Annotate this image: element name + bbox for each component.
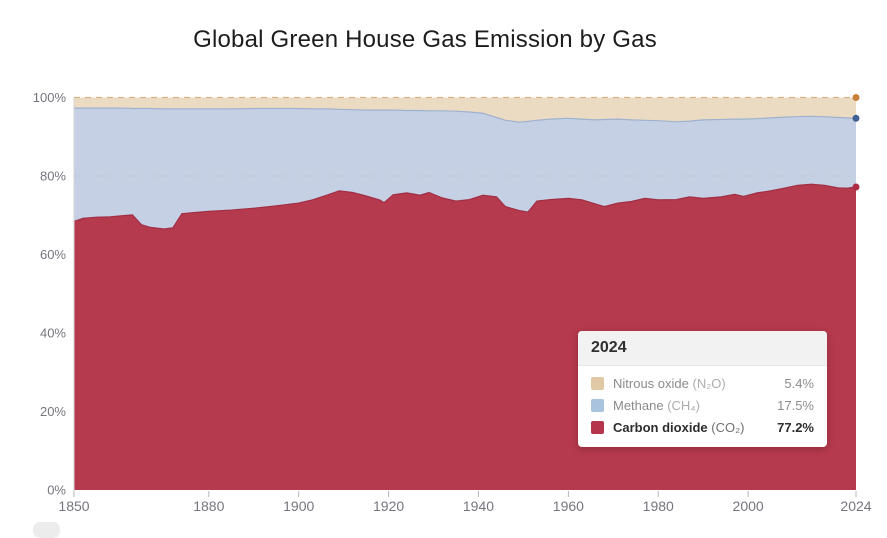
tooltip-year: 2024 (578, 331, 827, 366)
timeline-control-partial[interactable] (33, 522, 60, 538)
y-axis-tick-label: 80% (40, 169, 66, 184)
nitrous-oxide-label: Nitrous oxide (N₂O) (613, 376, 726, 391)
carbon-dioxide-endpoint-dot (852, 183, 860, 191)
y-axis-tick-label: 0% (47, 483, 66, 498)
nitrous-oxide-endpoint-dot (852, 94, 860, 101)
chart-title: Global Green House Gas Emission by Gas (193, 26, 657, 53)
methane-swatch-icon (591, 399, 604, 412)
y-axis-tick-label: 40% (40, 326, 66, 341)
y-axis-tick-label: 60% (40, 247, 66, 262)
tooltip-body: Nitrous oxide (N₂O) 5.4% Methane (CH₄) 1… (578, 366, 827, 447)
x-axis-tick-label: 2000 (733, 498, 764, 514)
area-nitrous-oxide[interactable] (74, 97, 856, 123)
area-methane[interactable] (74, 108, 856, 229)
hover-tooltip: 2024 Nitrous oxide (N₂O) 5.4% Methane (C… (578, 331, 827, 447)
nitrous-oxide-swatch-icon (591, 377, 604, 390)
y-axis-tick-label: 20% (40, 404, 66, 419)
x-axis-tick-label: 1940 (463, 498, 494, 514)
x-axis-tick-label: 2024 (840, 498, 871, 514)
methane-label: Methane (CH₄) (613, 398, 700, 413)
carbon-dioxide-label: Carbon dioxide (CO₂) (613, 420, 745, 435)
methane-endpoint-dot (852, 114, 860, 122)
carbon-dioxide-swatch-icon (591, 421, 604, 434)
nitrous-oxide-value: 5.4% (784, 376, 814, 391)
tooltip-row-nitrous-oxide: Nitrous oxide (N₂O) 5.4% (591, 376, 814, 391)
tooltip-row-carbon-dioxide: Carbon dioxide (CO₂) 77.2% (591, 420, 814, 435)
x-axis-tick-label: 1900 (283, 498, 314, 514)
carbon-dioxide-value: 77.2% (777, 420, 814, 435)
edge-methane (74, 107, 857, 123)
x-axis-tick-label: 1980 (643, 498, 674, 514)
x-axis-tick-label: 1960 (553, 498, 584, 514)
y-axis-tick-label: 100% (33, 90, 67, 105)
methane-value: 17.5% (777, 398, 814, 413)
x-axis-tick-label: 1850 (58, 498, 89, 514)
x-axis-tick-label: 1880 (193, 498, 224, 514)
x-axis-tick-label: 1920 (373, 498, 404, 514)
tooltip-row-methane: Methane (CH₄) 17.5% (591, 398, 814, 413)
edge-carbon-dioxide (73, 183, 857, 230)
